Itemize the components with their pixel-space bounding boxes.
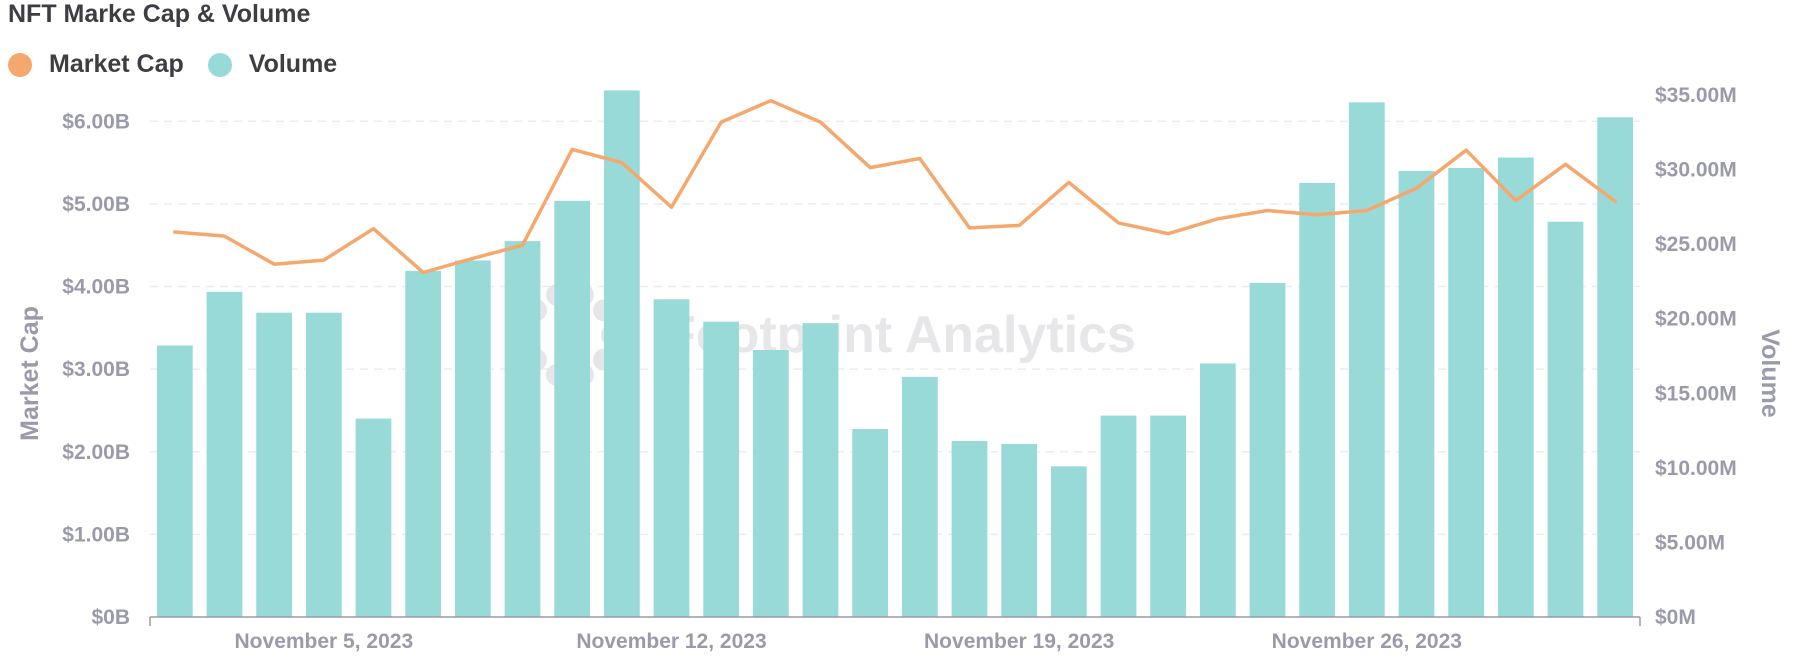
chart-title: NFT Marke Cap & Volume (8, 0, 311, 28)
y-left-axis-title: Market Cap (16, 306, 44, 441)
bar-volume (256, 312, 293, 617)
x-tick-label: November 12, 2023 (576, 630, 766, 653)
bar-volume (951, 440, 988, 617)
bar-volume (802, 323, 839, 617)
bar-volume (355, 418, 392, 617)
y-left-tick-label: $0B (91, 606, 130, 629)
y-left-tick-label: $6.00B (62, 110, 130, 133)
y-right-tick-label: $25.00M (1655, 233, 1737, 256)
legend: Market Cap Volume (8, 50, 361, 79)
bar-volume (1150, 415, 1187, 617)
legend-label-market-cap: Market Cap (49, 50, 184, 78)
legend-label-volume: Volume (248, 50, 338, 78)
bar-volume (1249, 282, 1286, 617)
bar-volume (1299, 182, 1336, 618)
bar-volume (1100, 415, 1137, 617)
bar-volume (653, 299, 690, 617)
line-market-cap (173, 98, 1617, 275)
y-right-tick-label: $5.00M (1655, 531, 1725, 554)
bar-volume (752, 349, 789, 617)
y-right-tick-label: $20.00M (1655, 308, 1737, 331)
bar-volume (703, 321, 740, 617)
bar-volume (206, 291, 243, 617)
bar-volume (1001, 443, 1038, 617)
legend-item-market-cap[interactable]: Market Cap (8, 50, 184, 79)
y-right-tick-label: $15.00M (1655, 382, 1737, 405)
y-right-axis-title: Volume (1756, 329, 1784, 418)
bar-volume (504, 241, 541, 617)
bar-volume (305, 312, 342, 617)
bar-volume (1547, 221, 1584, 618)
y-right-tick-label: $10.00M (1655, 457, 1737, 480)
bar-volume (1398, 170, 1435, 617)
y-left-tick-label: $1.00B (62, 523, 130, 546)
y-left-tick-label: $2.00B (62, 441, 130, 464)
bar-volume (156, 345, 193, 617)
bar-volume (1497, 157, 1534, 618)
bar-volume (1050, 466, 1087, 617)
y-right-tick-label: $30.00M (1655, 159, 1737, 182)
bar-volume (852, 429, 889, 617)
y-left-tick-label: $5.00B (62, 193, 130, 216)
bar-volume (603, 90, 640, 618)
y-left-tick-label: $3.00B (62, 358, 130, 381)
legend-item-volume[interactable]: Volume (207, 50, 338, 79)
bar-volume (454, 260, 491, 617)
y-right-tick-label: $35.00M (1655, 84, 1737, 107)
y-left-tick-label: $4.00B (62, 276, 130, 299)
x-tick-label: November 26, 2023 (1272, 630, 1462, 653)
bar-volume (1348, 102, 1385, 617)
x-tick-label: November 5, 2023 (235, 630, 414, 653)
bar-volume (405, 270, 442, 617)
watermark-text: Footprint Analytics (664, 306, 1136, 364)
y-right-tick-label: $0M (1655, 606, 1696, 629)
x-tick-label: November 19, 2023 (924, 630, 1114, 653)
bar-volume (1448, 168, 1485, 617)
legend-dot-market-cap-icon (8, 52, 32, 77)
bar-volume (1199, 363, 1236, 617)
legend-dot-volume-icon (207, 52, 232, 77)
bar-volume (901, 376, 938, 617)
bar-volume (554, 200, 591, 617)
